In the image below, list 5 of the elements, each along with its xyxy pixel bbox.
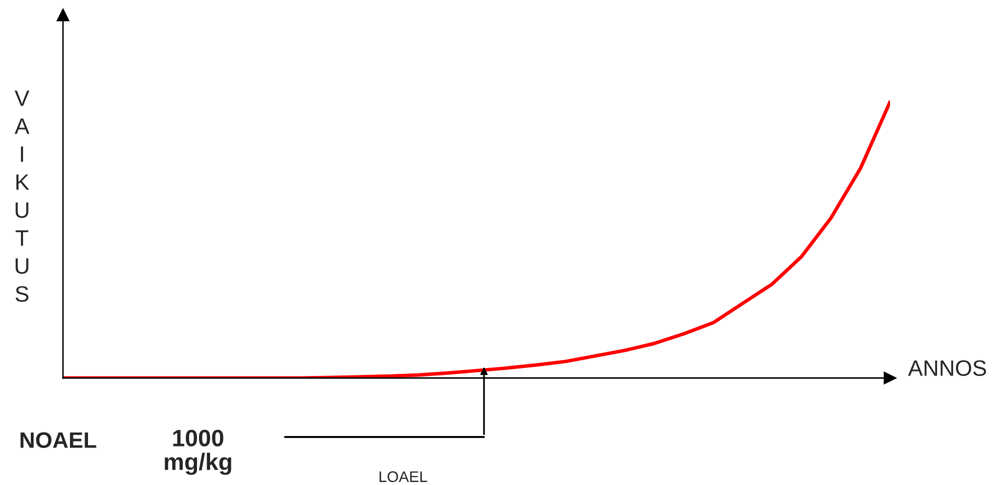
- text: ANNOS: [908, 360, 986, 376]
- text: LOAEL: [380, 471, 428, 482]
- text: NOAEL: [20, 432, 96, 448]
- y-axis-title: VAIKUTUS: [14, 90, 30, 302]
- text: 1000 mg/kg: [164, 430, 232, 475]
